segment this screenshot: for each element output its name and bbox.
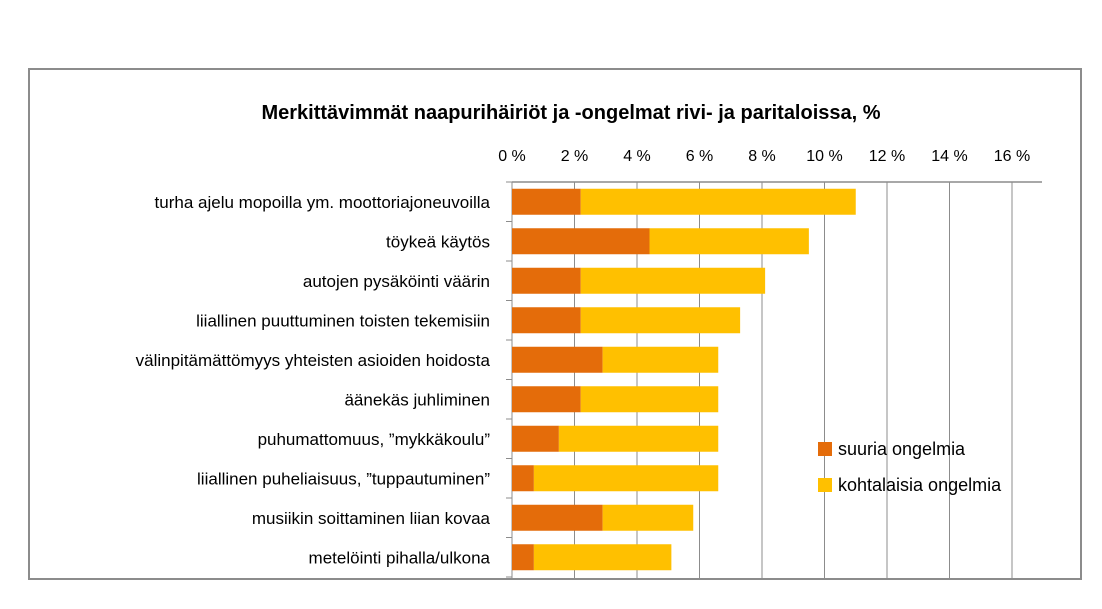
bars-layer — [512, 188, 856, 571]
x-tick-label: 12 % — [869, 148, 905, 165]
x-tick-label: 6 % — [686, 148, 714, 165]
x-tick-label: 14 % — [931, 148, 967, 165]
legend-swatch — [818, 478, 832, 492]
bar-segment-suuria — [512, 307, 581, 334]
category-label: turha ajelu mopoilla ym. moottoriajoneuv… — [155, 193, 491, 212]
bar-segment-suuria — [512, 386, 581, 413]
category-label: liiallinen puuttuminen toisten tekemisii… — [196, 311, 490, 330]
tick-labels: 0 % 2 % 4 % 6 % 8 % 10 % 12 % 14 % 16 % — [498, 148, 1030, 165]
legend-swatch — [818, 442, 832, 456]
category-label: metelöinti pihalla/ulkona — [309, 548, 491, 567]
category-label: autojen pysäköinti väärin — [303, 272, 490, 291]
x-tick-label: 8 % — [748, 148, 776, 165]
bar-segment-suuria — [512, 346, 603, 373]
bar-segment-kohtalaisia — [580, 307, 741, 334]
bar-segment-kohtalaisia — [580, 386, 719, 413]
x-tick-label: 16 % — [994, 148, 1030, 165]
bar-segment-suuria — [512, 425, 559, 452]
bar-segment-suuria — [512, 544, 534, 571]
category-label: äänekäs juhliminen — [344, 390, 490, 409]
bar-segment-kohtalaisia — [649, 228, 809, 255]
bar-segment-kohtalaisia — [580, 267, 766, 294]
x-tick-label: 2 % — [561, 148, 589, 165]
bar-segment-kohtalaisia — [533, 544, 672, 571]
bar-segment-suuria — [512, 267, 581, 294]
category-label: töykeä käytös — [386, 232, 490, 251]
category-labels: turha ajelu mopoilla ym. moottoriajoneuv… — [136, 193, 491, 568]
bar-segment-suuria — [512, 465, 534, 492]
bar-segment-suuria — [512, 228, 650, 255]
bar-segment-kohtalaisia — [558, 425, 719, 452]
category-label: liiallinen puheliaisuus, ”tuppautuminen” — [197, 469, 490, 488]
bar-segment-kohtalaisia — [602, 346, 719, 373]
bar-segment-kohtalaisia — [580, 188, 856, 215]
category-label: musiikin soittaminen liian kovaa — [252, 509, 491, 528]
x-tick-label: 10 % — [806, 148, 842, 165]
x-tick-label: 0 % — [498, 148, 526, 165]
bar-segment-kohtalaisia — [602, 504, 694, 531]
legend: suuria ongelmia kohtalaisia ongelmia — [818, 439, 1002, 495]
category-label: välinpitämättömyys yhteisten asioiden ho… — [136, 351, 491, 370]
x-tick-label: 4 % — [623, 148, 651, 165]
legend-label: kohtalaisia ongelmia — [838, 475, 1002, 495]
bar-segment-kohtalaisia — [533, 465, 719, 492]
legend-label: suuria ongelmia — [838, 439, 966, 459]
category-label: puhumattomuus, ”mykkäkoulu” — [258, 430, 491, 449]
bar-segment-suuria — [512, 504, 603, 531]
chart-title: Merkittävimmät naapurihäiriöt ja -ongelm… — [261, 102, 880, 124]
bar-segment-suuria — [512, 188, 581, 215]
